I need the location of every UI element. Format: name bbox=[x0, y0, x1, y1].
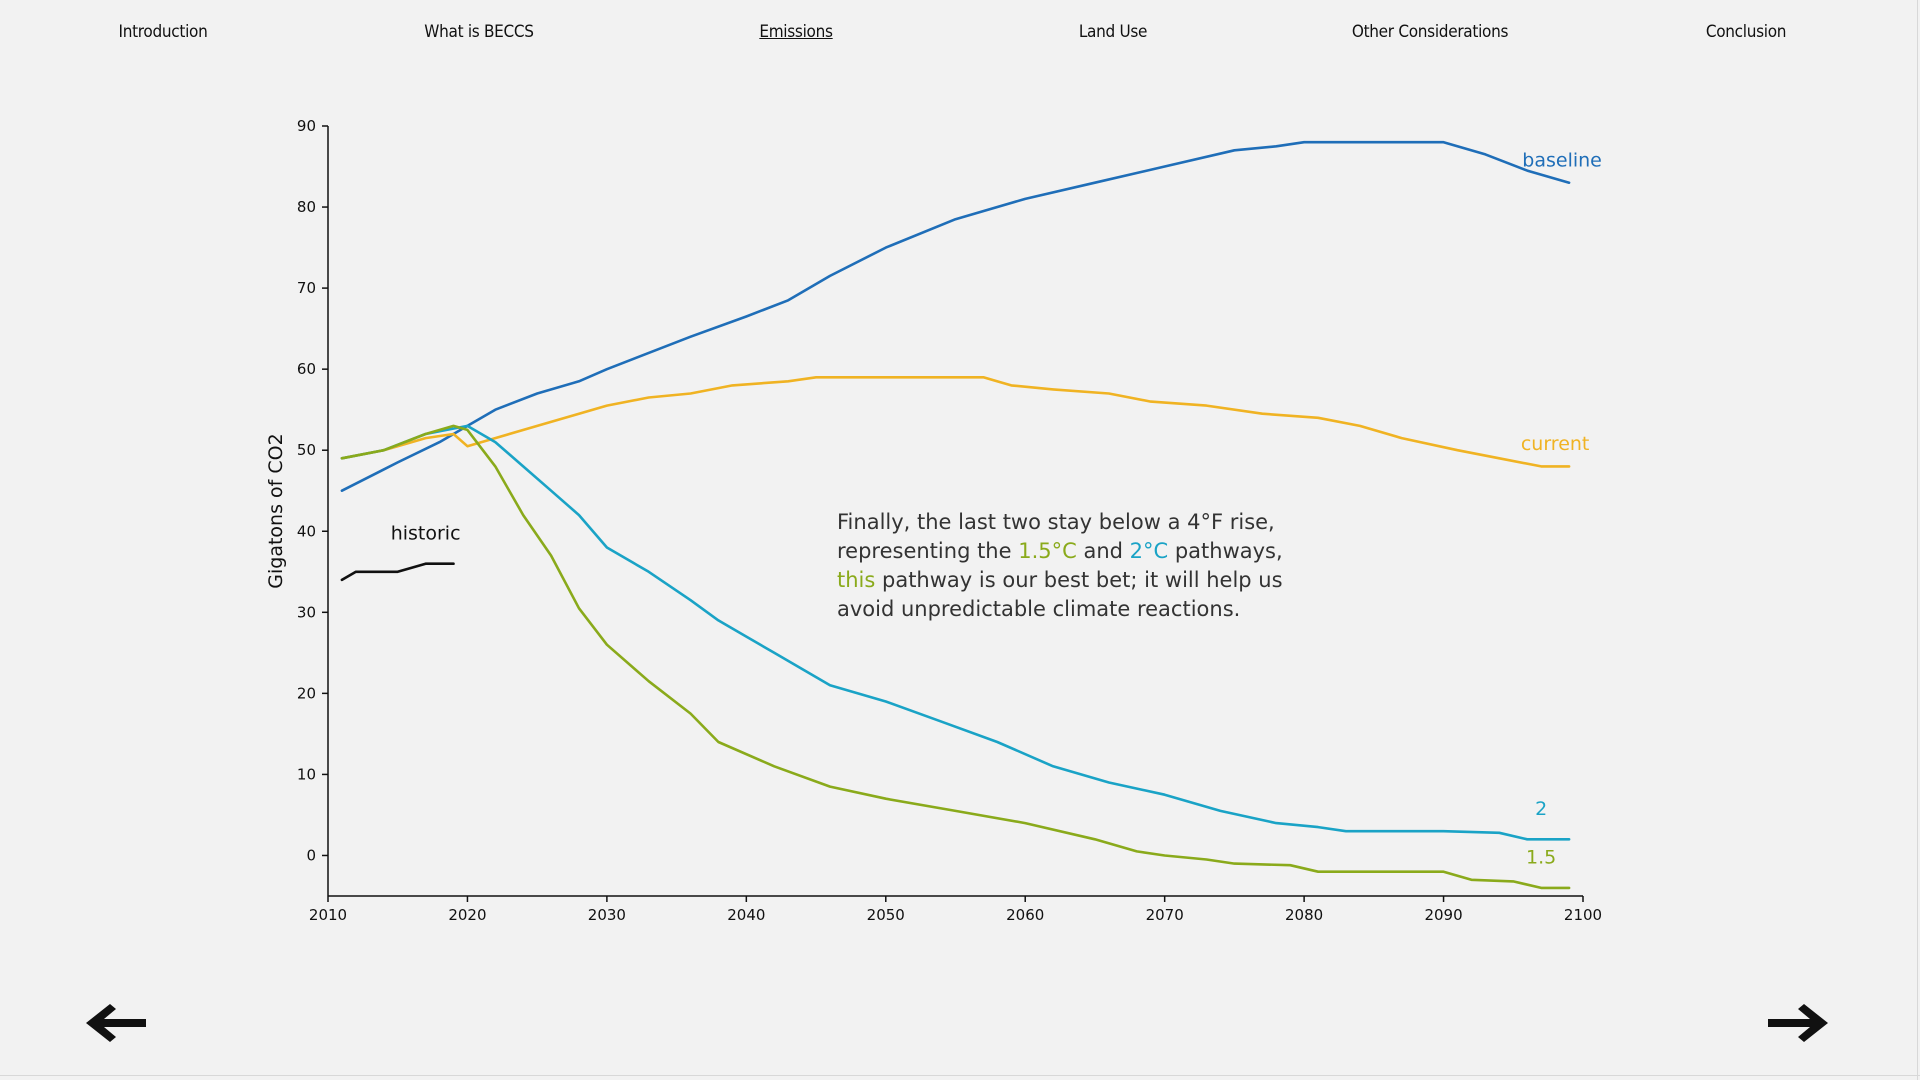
series-line-current bbox=[340, 376, 1571, 468]
left-arrow-icon bbox=[86, 1004, 146, 1042]
y-tick-label: 70 bbox=[297, 279, 316, 297]
top-navigation: Introduction What is BECCS Emissions Lan… bbox=[0, 0, 1920, 70]
annotation-text-segment: pathway is our best bet; it will help us bbox=[875, 568, 1283, 592]
right-arrow-icon bbox=[1768, 1004, 1828, 1042]
annotation-line-1: Finally, the last two stay below a 4°F r… bbox=[837, 510, 1275, 534]
annotation-1-5c-highlight: 1.5°C bbox=[1018, 539, 1077, 563]
series-line-baseline bbox=[340, 140, 1571, 492]
y-tick-label: 80 bbox=[297, 198, 316, 216]
annotation-line-3: this pathway is our best bet; it will he… bbox=[837, 566, 1307, 595]
nav-introduction[interactable]: Introduction bbox=[118, 22, 208, 42]
y-tick-label: 0 bbox=[306, 846, 316, 864]
nav-conclusion[interactable]: Conclusion bbox=[1705, 22, 1787, 42]
annotation-text: Finally, the last two stay below a 4°F r… bbox=[837, 508, 1307, 624]
y-tick-label: 30 bbox=[297, 603, 316, 621]
x-tick-label: 2070 bbox=[1146, 906, 1184, 924]
y-tick-label: 90 bbox=[297, 117, 316, 135]
x-tick-label: 2020 bbox=[448, 906, 486, 924]
x-tick-label: 2090 bbox=[1424, 906, 1462, 924]
x-tick-label: 2100 bbox=[1564, 906, 1602, 924]
x-tick-label: 2040 bbox=[727, 906, 765, 924]
nav-what-is-beccs[interactable]: What is BECCS bbox=[424, 22, 534, 42]
nav-other-considerations[interactable]: Other Considerations bbox=[1351, 22, 1509, 42]
y-axis-title: Gigatons of CO2 bbox=[265, 433, 287, 588]
next-page-button[interactable] bbox=[1762, 998, 1832, 1048]
series-label-1-5: 1.5 bbox=[1526, 847, 1556, 869]
x-tick-label: 2030 bbox=[588, 906, 626, 924]
y-tick-label: 40 bbox=[297, 522, 316, 540]
x-tick-label: 2010 bbox=[309, 906, 347, 924]
series-label-historic: historic bbox=[391, 522, 461, 544]
x-tick-label: 2050 bbox=[867, 906, 905, 924]
right-divider bbox=[1917, 0, 1918, 1080]
y-tick-label: 50 bbox=[297, 441, 316, 459]
annotation-this-highlight: this bbox=[837, 568, 876, 592]
previous-page-button[interactable] bbox=[82, 998, 152, 1048]
annotation-line-2: representing the 1.5°C and 2°C pathways, bbox=[837, 537, 1307, 566]
annotation-text-segment: representing the bbox=[837, 539, 1019, 563]
series-line-historic bbox=[340, 562, 455, 582]
y-tick-label: 60 bbox=[297, 360, 316, 378]
x-tick-label: 2080 bbox=[1285, 906, 1323, 924]
annotation-2c-highlight: 2°C bbox=[1129, 539, 1169, 563]
series-label-2: 2 bbox=[1535, 798, 1547, 820]
annotation-line-4: avoid unpredictable climate reactions. bbox=[837, 597, 1241, 621]
annotation-text-segment: and bbox=[1076, 539, 1130, 563]
annotation-text-segment: pathways, bbox=[1168, 539, 1283, 563]
y-tick-label: 10 bbox=[297, 765, 316, 783]
series-line-2 bbox=[340, 424, 1571, 841]
bottom-divider bbox=[0, 1075, 1920, 1076]
y-tick-label: 20 bbox=[297, 684, 316, 702]
x-tick-label: 2060 bbox=[1006, 906, 1044, 924]
series-label-baseline: baseline bbox=[1522, 150, 1602, 172]
nav-emissions[interactable]: Emissions bbox=[759, 22, 833, 42]
nav-land-use[interactable]: Land Use bbox=[1078, 22, 1148, 42]
series-label-current: current bbox=[1521, 433, 1590, 455]
series-line-1-5 bbox=[340, 424, 1571, 890]
